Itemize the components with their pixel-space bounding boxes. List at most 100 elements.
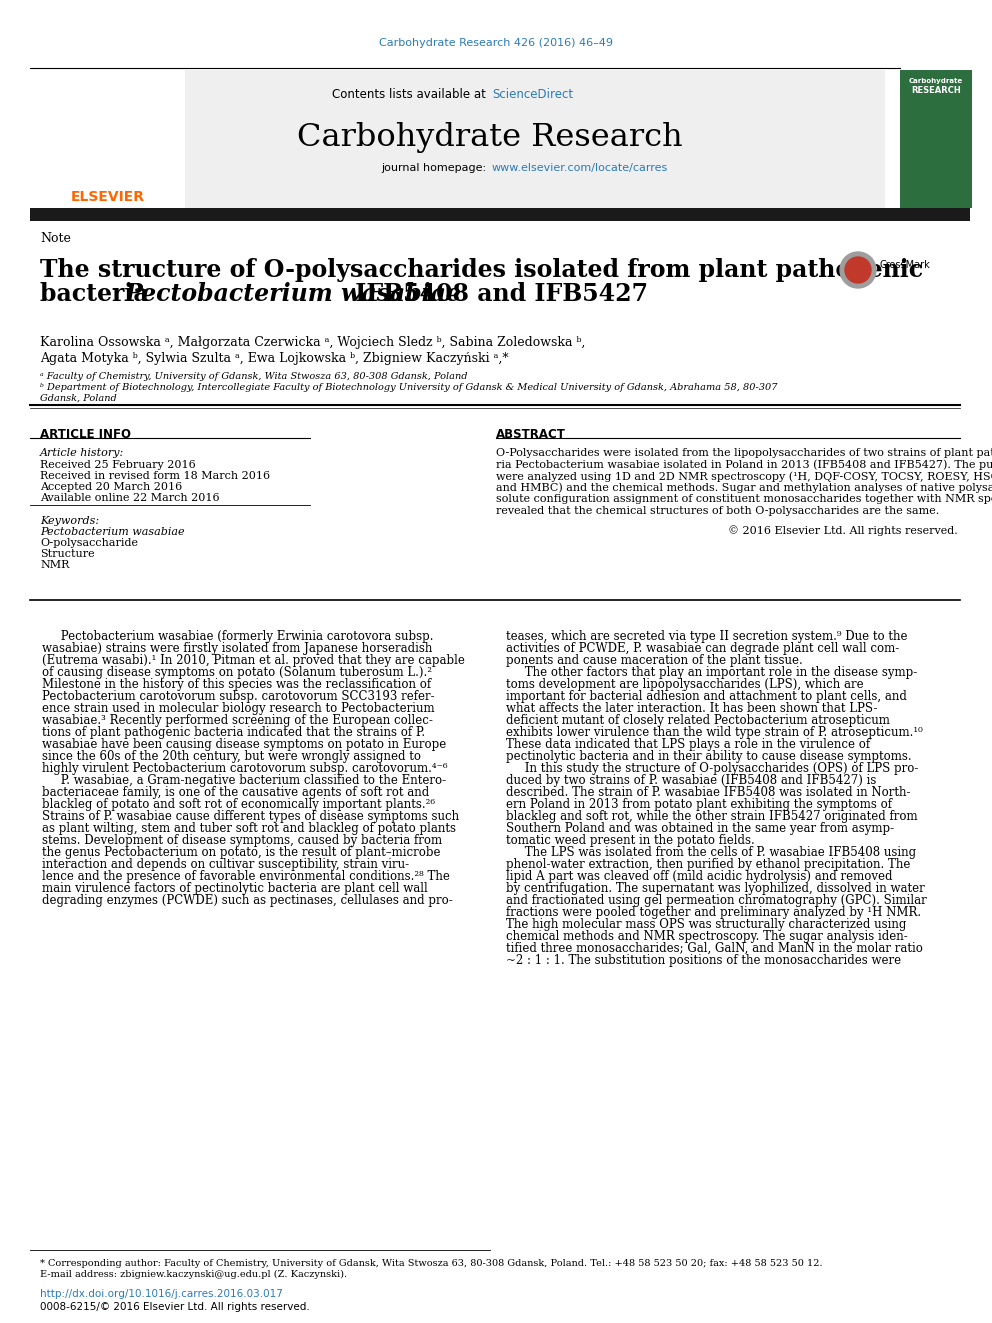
Text: ~2 : 1 : 1. The substitution positions of the monosaccharides were: ~2 : 1 : 1. The substitution positions o… (506, 954, 901, 967)
Text: Note: Note (40, 232, 70, 245)
Text: pectinolytic bacteria and in their ability to cause disease symptoms.: pectinolytic bacteria and in their abili… (506, 750, 912, 763)
Text: bacteriaceae family, is one of the causative agents of soft rot and: bacteriaceae family, is one of the causa… (42, 786, 430, 799)
Text: O-polysaccharide: O-polysaccharide (40, 538, 138, 548)
Text: Milestone in the history of this species was the reclassification of: Milestone in the history of this species… (42, 677, 432, 691)
Text: Pectobacterium wasabiae (formerly Erwinia carotovora subsp.: Pectobacterium wasabiae (formerly Erwini… (42, 630, 434, 643)
Text: Pectobacterium carotovorum subsp. carotovorum SCC3193 refer-: Pectobacterium carotovorum subsp. caroto… (42, 691, 434, 703)
Text: O-Polysaccharides were isolated from the lipopolysaccharides of two strains of p: O-Polysaccharides were isolated from the… (496, 448, 992, 458)
Text: 0008-6215/© 2016 Elsevier Ltd. All rights reserved.: 0008-6215/© 2016 Elsevier Ltd. All right… (40, 1302, 310, 1312)
Text: tions of plant pathogenic bacteria indicated that the strains of P.: tions of plant pathogenic bacteria indic… (42, 726, 426, 740)
Text: Available online 22 March 2016: Available online 22 March 2016 (40, 493, 219, 503)
Text: Article history:: Article history: (40, 448, 124, 458)
Text: chemical methods and NMR spectroscopy. The sugar analysis iden-: chemical methods and NMR spectroscopy. T… (506, 930, 908, 943)
Text: as plant wilting, stem and tuber soft rot and blackleg of potato plants: as plant wilting, stem and tuber soft ro… (42, 822, 456, 835)
Text: CrossMark: CrossMark (880, 261, 930, 270)
Bar (30, 70, 185, 208)
Text: © 2016 Elsevier Ltd. All rights reserved.: © 2016 Elsevier Ltd. All rights reserved… (728, 525, 958, 536)
Text: wasabiae.³ Recently performed screening of the European collec-: wasabiae.³ Recently performed screening … (42, 714, 433, 728)
Text: exhibits lower virulence than the wild type strain of P. atrosepticum.¹⁰: exhibits lower virulence than the wild t… (506, 726, 923, 740)
Text: Karolina Ossowska ᵃ, Małgorzata Czerwicka ᵃ, Wojciech Sledz ᵇ, Sabina Zoledowska: Karolina Ossowska ᵃ, Małgorzata Czerwick… (40, 336, 585, 349)
Text: toms development are lipopolysaccharides (LPS), which are: toms development are lipopolysaccharides… (506, 677, 864, 691)
Text: ᵇ Department of Biotechnology, Intercollegiate Faculty of Biotechnology Universi: ᵇ Department of Biotechnology, Intercoll… (40, 382, 778, 392)
Text: and HMBC) and the chemical methods. Sugar and methylation analyses of native pol: and HMBC) and the chemical methods. Suga… (496, 483, 992, 493)
Text: since the 60s of the 20th century, but were wrongly assigned to: since the 60s of the 20th century, but w… (42, 750, 421, 763)
Text: ᵃ Faculty of Chemistry, University of Gdansk, Wita Stwosza 63, 80-308 Gdansk, Po: ᵃ Faculty of Chemistry, University of Gd… (40, 372, 467, 381)
Text: blackleg and soft rot, while the other strain IFB5427 originated from: blackleg and soft rot, while the other s… (506, 810, 918, 823)
Text: The structure of O-polysaccharides isolated from plant pathogenic: The structure of O-polysaccharides isola… (40, 258, 924, 282)
Text: ABSTRACT: ABSTRACT (496, 429, 565, 441)
Text: bacteria: bacteria (40, 282, 157, 306)
Text: tomatic weed present in the potato fields.: tomatic weed present in the potato field… (506, 833, 755, 847)
Text: revealed that the chemical structures of both O-polysaccharides are the same.: revealed that the chemical structures of… (496, 505, 939, 516)
Text: wasabiae have been causing disease symptoms on potato in Europe: wasabiae have been causing disease sympt… (42, 738, 446, 751)
Text: ria Pectobacterium wasabiae isolated in Poland in 2013 (IFB5408 and IFB5427). Th: ria Pectobacterium wasabiae isolated in … (496, 459, 992, 470)
Text: were analyzed using 1D and 2D NMR spectroscopy (¹H, DQF-COSY, TOCSY, ROESY, HSQC: were analyzed using 1D and 2D NMR spectr… (496, 471, 992, 482)
Text: IFB5408 and IFB5427: IFB5408 and IFB5427 (347, 282, 648, 306)
Text: lipid A part was cleaved off (mild acidic hydrolysis) and removed: lipid A part was cleaved off (mild acidi… (506, 871, 893, 882)
Text: Pectobacterium wasabiae: Pectobacterium wasabiae (40, 527, 185, 537)
Text: wasabiae) strains were firstly isolated from Japanese horseradish: wasabiae) strains were firstly isolated … (42, 642, 433, 655)
Bar (30, 208, 970, 221)
Text: solute configuration assignment of constituent monosaccharides together with NMR: solute configuration assignment of const… (496, 493, 992, 504)
Text: by centrifugation. The supernatant was lyophilized, dissolved in water: by centrifugation. The supernatant was l… (506, 882, 925, 894)
Text: Received 25 February 2016: Received 25 February 2016 (40, 460, 195, 470)
Text: of causing disease symptoms on potato (Solanum tuberosum L.).²: of causing disease symptoms on potato (S… (42, 665, 432, 679)
Text: E-mail address: zbigniew.kaczynski@ug.edu.pl (Z. Kaczynski).: E-mail address: zbigniew.kaczynski@ug.ed… (40, 1270, 347, 1279)
Text: Agata Motyka ᵇ, Sylwia Szulta ᵃ, Ewa Lojkowska ᵇ, Zbigniew Kaczyński ᵃ,*: Agata Motyka ᵇ, Sylwia Szulta ᵃ, Ewa Loj… (40, 352, 509, 365)
Text: the genus Pectobacterium on potato, is the result of plant–microbe: the genus Pectobacterium on potato, is t… (42, 845, 440, 859)
Text: (Eutrema wasabi).¹ In 2010, Pitman et al. proved that they are capable: (Eutrema wasabi).¹ In 2010, Pitman et al… (42, 654, 465, 667)
Text: The LPS was isolated from the cells of P. wasabiae IFB5408 using: The LPS was isolated from the cells of P… (506, 845, 917, 859)
Text: ponents and cause maceration of the plant tissue.: ponents and cause maceration of the plan… (506, 654, 803, 667)
Text: www.elsevier.com/locate/carres: www.elsevier.com/locate/carres (492, 163, 669, 173)
Text: RESEARCH: RESEARCH (911, 86, 961, 95)
Text: The other factors that play an important role in the disease symp-: The other factors that play an important… (506, 665, 918, 679)
Text: Southern Poland and was obtained in the same year from asymp-: Southern Poland and was obtained in the … (506, 822, 894, 835)
Text: described. The strain of P. wasabiae IFB5408 was isolated in North-: described. The strain of P. wasabiae IFB… (506, 786, 911, 799)
Text: deficient mutant of closely related Pectobacterium atrosepticum: deficient mutant of closely related Pect… (506, 714, 890, 728)
Text: P. wasabiae, a Gram-negative bacterium classified to the Entero-: P. wasabiae, a Gram-negative bacterium c… (42, 774, 446, 787)
Text: and fractionated using gel permeation chromatography (GPC). Similar: and fractionated using gel permeation ch… (506, 894, 927, 908)
Text: ScienceDirect: ScienceDirect (492, 89, 573, 101)
Text: stems. Development of disease symptoms, caused by bacteria from: stems. Development of disease symptoms, … (42, 833, 442, 847)
Circle shape (845, 257, 871, 283)
Text: phenol-water extraction, then purified by ethanol precipitation. The: phenol-water extraction, then purified b… (506, 859, 911, 871)
Text: fractions were pooled together and preliminary analyzed by ¹H NMR.: fractions were pooled together and preli… (506, 906, 922, 919)
Text: blackleg of potato and soft rot of economically important plants.²⁶: blackleg of potato and soft rot of econo… (42, 798, 435, 811)
Text: ARTICLE INFO: ARTICLE INFO (40, 429, 131, 441)
Text: Received in revised form 18 March 2016: Received in revised form 18 March 2016 (40, 471, 270, 482)
Text: Strains of P. wasabiae cause different types of disease symptoms such: Strains of P. wasabiae cause different t… (42, 810, 459, 823)
Text: Accepted 20 March 2016: Accepted 20 March 2016 (40, 482, 183, 492)
Text: Carbohydrate Research 426 (2016) 46–49: Carbohydrate Research 426 (2016) 46–49 (379, 38, 613, 48)
Text: Carbohydrate: Carbohydrate (909, 78, 963, 83)
Text: Contents lists available at: Contents lists available at (332, 89, 490, 101)
Text: main virulence factors of pectinolytic bacteria are plant cell wall: main virulence factors of pectinolytic b… (42, 882, 428, 894)
Bar (900, 70, 972, 208)
Text: NMR: NMR (40, 560, 69, 570)
Text: Structure: Structure (40, 549, 94, 560)
Text: Carbohydrate Research: Carbohydrate Research (298, 122, 682, 153)
Circle shape (840, 251, 876, 288)
Text: journal homepage:: journal homepage: (381, 163, 490, 173)
Text: http://dx.doi.org/10.1016/j.carres.2016.03.017: http://dx.doi.org/10.1016/j.carres.2016.… (40, 1289, 283, 1299)
Text: These data indicated that LPS plays a role in the virulence of: These data indicated that LPS plays a ro… (506, 738, 870, 751)
Text: Keywords:: Keywords: (40, 516, 99, 527)
Text: In this study the structure of O-polysaccharides (OPS) of LPS pro-: In this study the structure of O-polysac… (506, 762, 919, 775)
Text: highly virulent Pectobacterium carotovorum subsp. carotovorum.⁴⁻⁶: highly virulent Pectobacterium carotovor… (42, 762, 447, 775)
Text: ern Poland in 2013 from potato plant exhibiting the symptoms of: ern Poland in 2013 from potato plant exh… (506, 798, 892, 811)
Text: ence strain used in molecular biology research to Pectobacterium: ence strain used in molecular biology re… (42, 703, 434, 714)
Text: activities of PCWDE, P. wasabiae can degrade plant cell wall com-: activities of PCWDE, P. wasabiae can deg… (506, 642, 900, 655)
Text: ELSEVIER: ELSEVIER (71, 191, 145, 204)
Text: duced by two strains of P. wasabiae (IFB5408 and IFB5427) is: duced by two strains of P. wasabiae (IFB… (506, 774, 876, 787)
Text: what affects the later interaction. It has been shown that LPS-: what affects the later interaction. It h… (506, 703, 877, 714)
Text: tified three monosaccharides; Gal, GalN, and ManN in the molar ratio: tified three monosaccharides; Gal, GalN,… (506, 942, 923, 955)
Text: lence and the presence of favorable environmental conditions.²⁸ The: lence and the presence of favorable envi… (42, 871, 450, 882)
Bar (185, 70, 885, 208)
Text: interaction and depends on cultivar susceptibility, strain viru-: interaction and depends on cultivar susc… (42, 859, 409, 871)
Text: * Corresponding author: Faculty of Chemistry, University of Gdansk, Wita Stwosza: * Corresponding author: Faculty of Chemi… (40, 1259, 822, 1267)
Text: The high molecular mass OPS was structurally characterized using: The high molecular mass OPS was structur… (506, 918, 907, 931)
Text: Gdansk, Poland: Gdansk, Poland (40, 394, 117, 404)
Text: teases, which are secreted via type II secretion system.⁹ Due to the: teases, which are secreted via type II s… (506, 630, 908, 643)
Text: degrading enzymes (PCWDE) such as pectinases, cellulases and pro-: degrading enzymes (PCWDE) such as pectin… (42, 894, 452, 908)
Text: important for bacterial adhesion and attachment to plant cells, and: important for bacterial adhesion and att… (506, 691, 907, 703)
Text: Pectobacterium wasabiae: Pectobacterium wasabiae (125, 282, 462, 306)
